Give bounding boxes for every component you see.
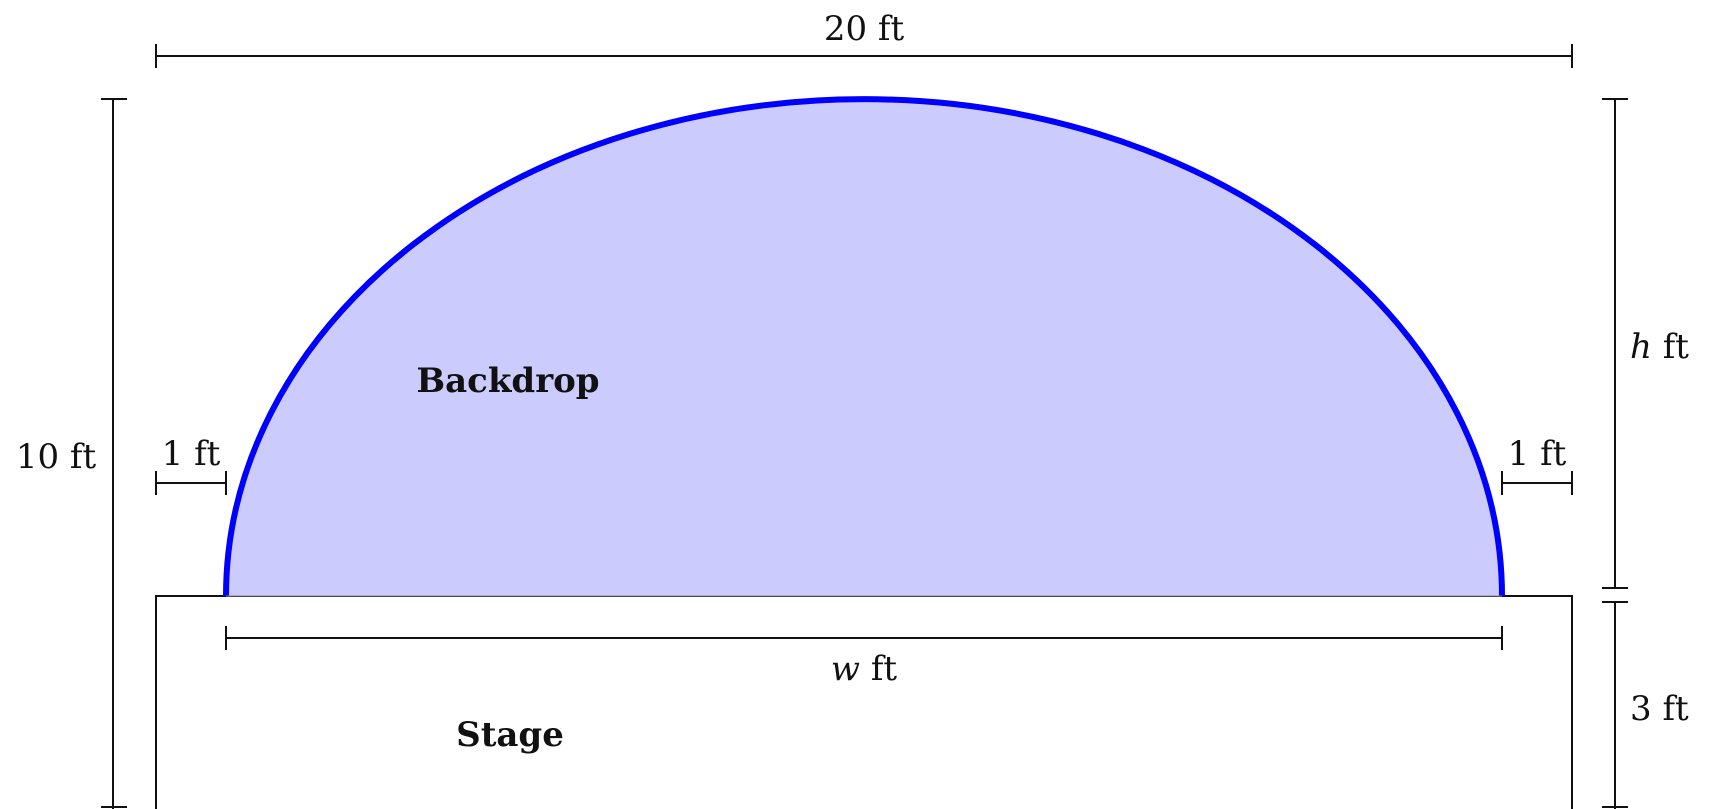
total-width-label: 20 ft xyxy=(824,9,905,49)
total-height-dimension xyxy=(101,98,127,809)
backdrop-outline xyxy=(223,96,1505,597)
left-margin-label: 1 ft xyxy=(162,434,221,474)
stage-height-dimension xyxy=(1602,601,1628,809)
stage-height-label: 3 ft xyxy=(1630,689,1689,729)
stage-label: Stage xyxy=(456,715,564,755)
backdrop-shape xyxy=(226,99,1502,596)
backdrop-height-label: h ft xyxy=(1630,327,1689,367)
backdrop-height-unit: ft xyxy=(1652,327,1689,367)
right-margin-dimension xyxy=(1501,471,1573,495)
backdrop-height-dimension xyxy=(1602,98,1628,589)
stage-width-label: w ft xyxy=(831,649,898,689)
left-margin-dimension xyxy=(155,471,227,495)
stage-outline xyxy=(155,595,1573,809)
stage-width-unit: ft xyxy=(860,649,897,689)
total-height-label: 10 ft xyxy=(16,437,97,477)
total-width-dimension xyxy=(155,44,1573,68)
backdrop-height-var: h xyxy=(1630,327,1652,367)
backdrop-label: Backdrop xyxy=(416,361,599,401)
stage-width-var: w xyxy=(831,649,860,689)
stage-width-dimension xyxy=(225,626,1503,650)
right-margin-label: 1 ft xyxy=(1508,434,1567,474)
